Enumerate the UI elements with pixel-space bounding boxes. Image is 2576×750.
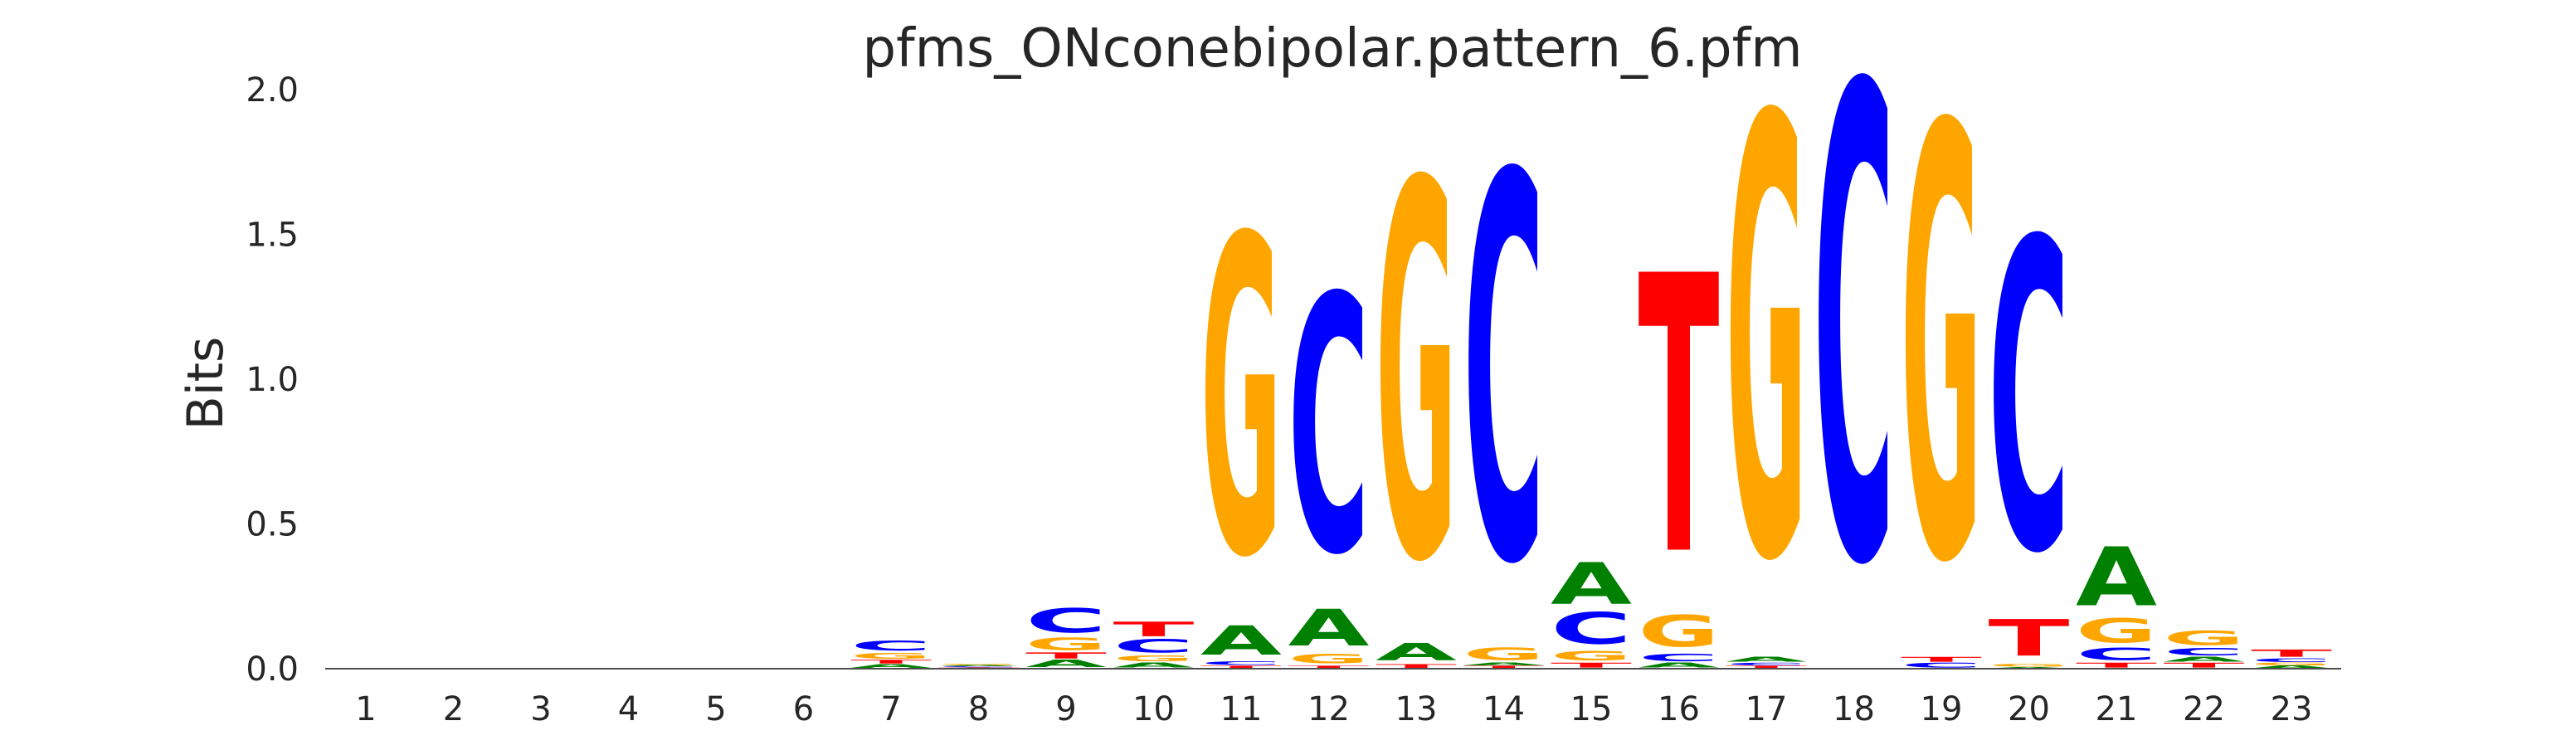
x-tick-label: 23 [2271,690,2313,728]
x-tick-label: 18 [1833,690,1875,728]
x-tick-label: 2 [443,690,464,728]
logo-letter-g: G [1551,648,1632,664]
logo-letter-g: G [1639,606,1720,656]
logo-letter-c: C [2251,657,2332,663]
chart-title: pfms_ONconebipolar.pattern_6.pfm [862,18,1802,80]
x-tick-label: 3 [530,690,551,728]
logo-letter-t: T [850,659,932,665]
y-tick-label: 0.0 [246,650,299,689]
logo-letter-c: C [1989,153,2070,647]
logo-letter-t: T [1376,663,1457,669]
logo-letter-t: T [1113,618,1195,641]
logo-letter-a: A [1463,662,1545,666]
logo-letter-g: G [1901,3,1982,693]
logo-letter-t: T [2076,661,2157,669]
logo-letter-c: C [2076,645,2157,665]
logo-letter-t: T [1025,650,1107,660]
logo-letter-a: A [938,665,1020,666]
logo-letter-c: C [1814,0,1895,709]
x-tick-label: 11 [1220,690,1263,728]
logo-letter-a: A [1288,599,1370,657]
logo-letter-a: A [1726,655,1807,663]
logo-letter-g: G [1200,147,1282,654]
logo-letter-a: A [1639,661,1720,669]
x-axis-ticks: 1 2 3 4 5 6 7 8 9 10 11 12 13 14 15 16 17 18 19 20 21 22 23 [355,690,2312,728]
x-tick-label: 22 [2183,690,2225,728]
logo-letter-t: T [1639,197,1721,640]
logo-letter-a: A [1376,639,1457,666]
logo-letter-c: C [1113,636,1195,657]
y-tick-label: 1.5 [246,217,299,255]
x-tick-label: 13 [1395,690,1438,728]
logo-letter-t: T [1200,665,1282,670]
logo-letter-c: C [938,666,1020,668]
logo-letter-g: G [1989,664,2070,668]
y-axis-label: Bits [177,337,235,431]
letter-stacks: ATGCTCAGATGCAGCTTCAGTGACTAGTAGCTGCAACGTT… [850,0,2332,709]
logo-letter-a: A [1200,617,1282,665]
logo-letter-a: A [2251,665,2332,670]
y-axis-ticks: 0.0 0.5 1.0 1.5 2.0 [246,71,299,689]
logo-letter-c: C [1726,662,1807,666]
logo-letter-c: C [850,638,932,654]
logo-letter-a: A [1025,658,1108,670]
logo-letter-t: T [1288,665,1370,670]
logo-letter-a: A [1551,552,1632,617]
logo-letter-t: T [2251,648,2332,660]
logo-letter-t: T [2164,661,2245,669]
x-tick-label: 10 [1132,690,1175,728]
logo-letter-t: T [1989,609,2070,667]
logo-letter-t: T [1901,655,1982,663]
y-tick-label: 2.0 [246,71,299,110]
logo-letter-g: G [1376,76,1457,675]
x-tick-label: 19 [1921,690,1963,728]
x-tick-label: 20 [2008,690,2050,728]
x-tick-label: 17 [1746,690,1788,728]
y-tick-label: 0.5 [246,506,299,544]
logo-letter-a: A [2076,531,2157,625]
logo-letter-g: G [2076,611,2157,650]
logo-letter-g: G [1113,654,1195,664]
x-tick-label: 9 [1055,690,1076,728]
x-tick-label: 8 [968,690,989,728]
logo-letter-g: G [2164,626,2245,650]
logo-letter-a: A [2164,655,2245,663]
x-tick-label: 15 [1570,690,1613,728]
x-tick-label: 16 [1658,690,1700,728]
logo-letter-c: C [1200,660,1282,666]
logo-letter-t: T [1463,665,1545,670]
x-tick-label: 1 [355,690,376,728]
logo-letter-c: C [2164,646,2245,658]
logo-letter-t: T [1726,665,1807,670]
x-tick-label: 21 [2096,690,2138,728]
x-tick-label: 5 [705,690,726,728]
logo-letter-a: A [1989,667,2070,669]
x-tick-label: 6 [793,690,814,728]
logo-letter-g: G [1025,635,1107,654]
logo-letter-c: C [1463,66,1545,681]
x-tick-label: 12 [1307,690,1350,728]
x-tick-label: 7 [880,690,901,728]
logo-letter-g: G [938,664,1020,665]
logo-letter-c: C [1639,652,1720,664]
logo-letter-g: G [2251,662,2332,666]
logo-letter-g: G [1288,651,1370,667]
logo-letter-c: C [1288,225,1370,633]
logo-letter-g: G [850,650,932,660]
logo-letter-t: T [1551,661,1632,669]
logo-letter-c: C [1551,603,1632,654]
x-tick-label: 4 [618,690,639,728]
logo-letter-a: A [850,663,932,669]
logo-letter-c: C [1901,661,1982,669]
y-tick-label: 1.0 [246,361,299,399]
logo-letter-a: A [1113,661,1195,669]
x-tick-label: 14 [1483,690,1525,728]
logo-letter-g: G [1726,0,1807,694]
logo-letter-g: G [1463,645,1545,664]
logo-letter-c: C [1025,601,1107,640]
